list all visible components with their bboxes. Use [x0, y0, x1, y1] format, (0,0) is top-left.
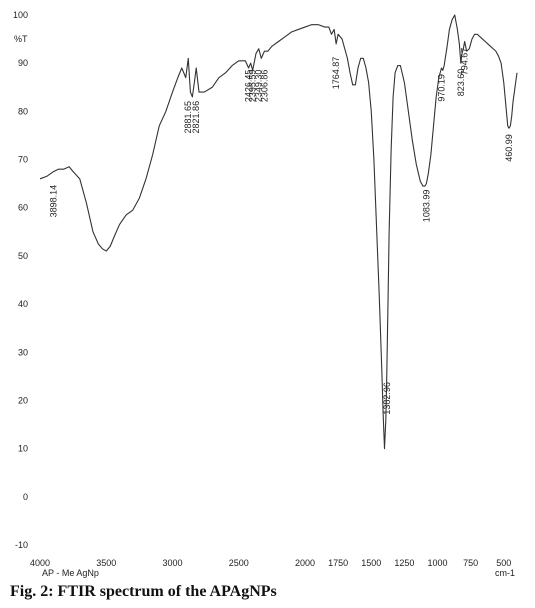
y-tick-label: -10	[15, 540, 28, 550]
x-tick-label: 2000	[295, 558, 315, 568]
spectrum-line	[39, 14, 518, 450]
peak-label: 794.67	[460, 48, 470, 76]
peak-label: 1083.99	[421, 190, 431, 223]
peak-label: 2821.86	[191, 101, 201, 134]
figure-caption: Fig. 2: FTIR spectrum of the APAgNPs	[10, 583, 277, 600]
x-tick-label: 2500	[229, 558, 249, 568]
x-tick-label: 4000	[30, 558, 50, 568]
x-tick-label: 1500	[361, 558, 381, 568]
x-tick-label: 1250	[394, 558, 414, 568]
y-tick-label: 90	[18, 58, 28, 68]
y-tick-label: 50	[18, 251, 28, 261]
y-axis-label: %T	[14, 34, 28, 44]
y-tick-label: 60	[18, 203, 28, 213]
y-tick-label: 30	[18, 347, 28, 357]
y-tick-label: 10	[18, 444, 28, 454]
x-tick-label: 1000	[427, 558, 447, 568]
x-axis-unit-label: cm-1	[495, 568, 515, 578]
x-tick-label: 3500	[96, 558, 116, 568]
peak-label: 2349.30	[254, 70, 264, 103]
y-tick-label: 80	[18, 106, 28, 116]
x-tick-label: 500	[496, 558, 511, 568]
y-tick-label: 100	[13, 10, 28, 20]
y-tick-label: 0	[23, 492, 28, 502]
x-tick-label: 3000	[162, 558, 182, 568]
peak-label: 970.19	[436, 74, 446, 102]
peak-label: 3898.14	[48, 185, 58, 218]
peak-label: 2426.45	[244, 70, 254, 103]
y-tick-label: 40	[18, 299, 28, 309]
sample-label: AP - Me AgNp	[42, 568, 99, 578]
peak-label: 1764.87	[331, 57, 341, 90]
y-tick-label: 70	[18, 155, 28, 165]
x-tick-label: 1750	[328, 558, 348, 568]
peak-label: 2306.86	[259, 70, 269, 103]
y-tick-label: 20	[18, 395, 28, 405]
peak-label: 2395.59	[248, 70, 258, 103]
peak-label: 460.99	[504, 134, 514, 162]
x-tick-label: 750	[463, 558, 478, 568]
x-axis-ticks: 4000 3500 3000 2500 2000 1750 1500 1250 1000 750 5…	[30, 558, 511, 568]
peak-label: 1382.96	[382, 382, 392, 415]
peak-label: 823.60	[456, 69, 466, 97]
spectrum-series	[39, 14, 518, 450]
peak-label: 2881.65	[183, 101, 193, 134]
